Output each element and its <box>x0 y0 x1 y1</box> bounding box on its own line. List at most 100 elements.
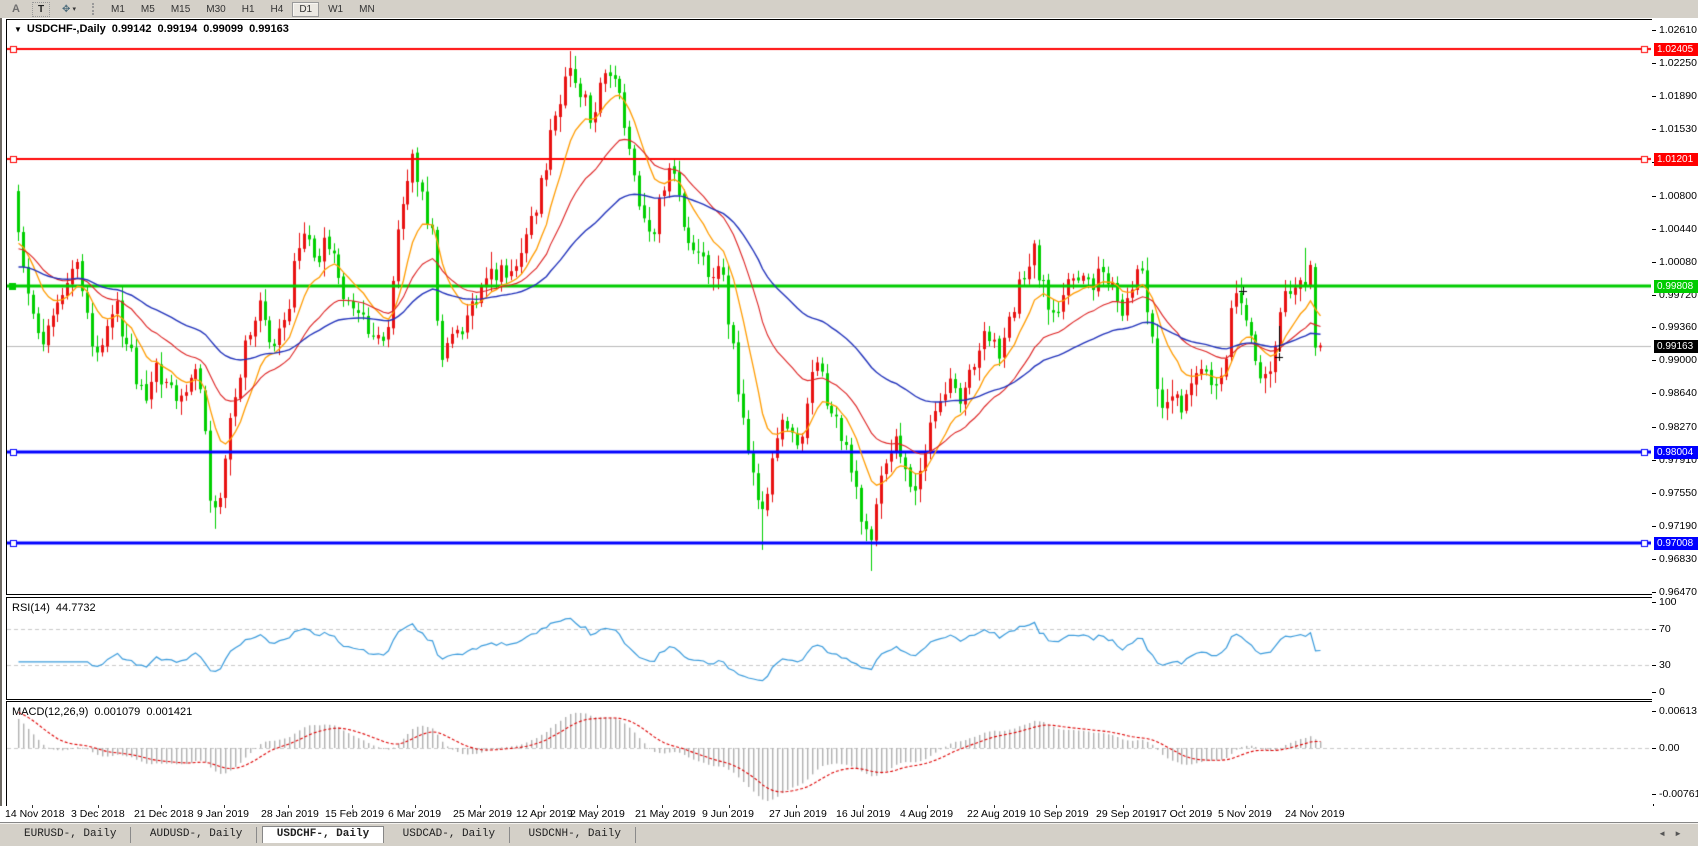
level-price-box: 0.99808 <box>1654 280 1698 293</box>
macd-chart-canvas[interactable] <box>7 702 1651 805</box>
timeframe-m15-button[interactable]: M15 <box>164 2 197 17</box>
rsi-tick <box>1652 629 1656 630</box>
date-tick-label: 9 Jun 2019 <box>702 808 754 820</box>
shapes-tool-icon[interactable]: ✥ ▾ <box>56 2 82 17</box>
date-tick <box>288 805 289 808</box>
timeframe-m1-button[interactable]: M1 <box>104 2 132 17</box>
price-tick <box>1652 30 1656 31</box>
date-tick-label: 4 Aug 2019 <box>900 808 954 820</box>
level-price-box: 0.97008 <box>1654 537 1698 550</box>
toolbar-separator <box>92 3 97 15</box>
tab-audusd-daily[interactable]: AUDUSD-, Daily <box>136 827 258 843</box>
timeframe-h1-button[interactable]: H1 <box>235 2 262 17</box>
tab-usdchf-daily[interactable]: USDCHF-, Daily <box>261 826 385 843</box>
date-tick-label: 22 Aug 2019 <box>967 808 1026 820</box>
chart-title: ▼ USDCHF-,Daily 0.99142 0.99194 0.99099 0.991… <box>14 23 295 35</box>
shapes-glyph: ✥ <box>62 3 71 15</box>
rsi-tick <box>1652 665 1656 666</box>
price-tick <box>1652 360 1656 361</box>
timeframe-h4-button[interactable]: H4 <box>264 2 291 17</box>
date-tick-label: 29 Sep 2019 <box>1096 808 1156 820</box>
rsi-chart-canvas[interactable] <box>7 598 1651 697</box>
price-tick <box>1652 96 1656 97</box>
price-tick <box>1652 592 1656 593</box>
date-tick <box>1312 805 1313 808</box>
date-tick-label: 24 Nov 2019 <box>1285 808 1345 820</box>
price-tick <box>1652 129 1656 130</box>
date-tick <box>729 805 730 808</box>
timeframe-w1-button[interactable]: W1 <box>321 2 350 17</box>
date-tick <box>224 805 225 808</box>
timeframe-m30-button[interactable]: M30 <box>199 2 232 17</box>
macd-tick-label: -0.007612 <box>1659 788 1698 800</box>
rsi-label: RSI(14) 44.7732 <box>12 602 102 614</box>
toolbar: A T ✥ ▾ M1 M5 M15 M30 H1 H4 D1 W1 MN <box>0 0 1698 19</box>
date-tick-label: 14 Nov 2018 <box>5 808 65 820</box>
price-tick <box>1652 295 1656 296</box>
text-tool-icon[interactable]: T <box>32 1 50 17</box>
macd-tick <box>1652 748 1656 749</box>
price-tick-label: 1.01890 <box>1659 90 1697 102</box>
level-price-box: 1.01201 <box>1654 153 1698 166</box>
price-tick <box>1652 262 1656 263</box>
chart-symbol-period: USDCHF-,Daily <box>26 23 106 35</box>
chevron-down-icon: ▾ <box>72 6 76 13</box>
tab-usdcad-daily[interactable]: USDCAD-, Daily <box>389 827 511 843</box>
price-tick <box>1652 493 1656 494</box>
price-axis[interactable]: 1.026101.022501.018901.015301.011701.008… <box>1652 18 1698 804</box>
price-tick-label: 0.98270 <box>1659 421 1697 433</box>
tab-scroll-left-icon[interactable]: ◄ <box>1658 829 1675 838</box>
date-tick-label: 21 May 2019 <box>635 808 696 820</box>
price-tick-label: 0.99360 <box>1659 321 1697 333</box>
date-tick <box>662 805 663 808</box>
date-tick <box>1245 805 1246 808</box>
rsi-tick-label: 0 <box>1659 686 1665 698</box>
date-tick-label: 15 Feb 2019 <box>325 808 384 820</box>
level-price-box: 1.02405 <box>1654 43 1698 56</box>
date-tick <box>543 805 544 808</box>
price-tick-label: 1.00080 <box>1659 256 1697 268</box>
time-axis[interactable]: 14 Nov 2018 3 Dec 2018 21 Dec 2018 9 Jan 20… <box>0 805 1698 822</box>
price-tick-label: 0.97190 <box>1659 520 1697 532</box>
chart-tab-bar: EURUSD-, Daily AUDUSD-, Daily USDCHF-, D… <box>0 822 1698 846</box>
chart-workspace: ▼ USDCHF-,Daily 0.99142 0.99194 0.99099 0.991… <box>0 18 1698 822</box>
macd-signal-value: 0.001421 <box>146 706 193 718</box>
date-tick <box>597 805 598 808</box>
macd-tick <box>1652 794 1656 795</box>
date-tick <box>352 805 353 808</box>
date-tick-label: 12 Apr 2019 <box>516 808 573 820</box>
macd-name: MACD(12,26,9) <box>12 706 89 718</box>
price-tick <box>1652 63 1656 64</box>
ohlc-close: 0.99163 <box>249 23 289 35</box>
rsi-name: RSI(14) <box>12 602 50 614</box>
window-left-border <box>0 18 2 822</box>
date-tick <box>32 805 33 808</box>
pointer-tool-icon[interactable]: A <box>12 3 20 15</box>
macd-label: MACD(12,26,9) 0.001079 0.001421 <box>12 706 198 718</box>
price-tick <box>1652 393 1656 394</box>
rsi-tick <box>1652 602 1656 603</box>
price-tick-label: 0.96830 <box>1659 553 1697 565</box>
rsi-tick-label: 30 <box>1659 659 1671 671</box>
price-tick-label: 1.02250 <box>1659 57 1697 69</box>
date-tick <box>161 805 162 808</box>
level-price-box: 0.98004 <box>1654 446 1698 459</box>
price-tick-label: 0.97550 <box>1659 487 1697 499</box>
current-price-box: 0.99163 <box>1654 340 1698 353</box>
timeframe-m5-button[interactable]: M5 <box>134 2 162 17</box>
tab-scroll-right-icon[interactable]: ► <box>1674 829 1690 838</box>
macd-tick-label: 0.00 <box>1659 742 1680 754</box>
price-chart-canvas[interactable] <box>7 20 1651 592</box>
price-tick-label: 0.96470 <box>1659 586 1697 598</box>
date-tick-label: 28 Jan 2019 <box>261 808 319 820</box>
timeframe-d1-button[interactable]: D1 <box>292 1 320 17</box>
date-tick <box>796 805 797 808</box>
tab-eurusd-daily[interactable]: EURUSD-, Daily <box>10 827 132 843</box>
timeframe-mn-button[interactable]: MN <box>352 2 382 17</box>
tab-usdcnh-daily[interactable]: USDCNH-, Daily <box>515 827 636 843</box>
date-tick-label: 27 Jun 2019 <box>769 808 827 820</box>
price-tick-label: 1.02610 <box>1659 24 1697 36</box>
date-tick-label: 21 Dec 2018 <box>134 808 194 820</box>
macd-tick-label: 0.00613 <box>1659 705 1697 717</box>
